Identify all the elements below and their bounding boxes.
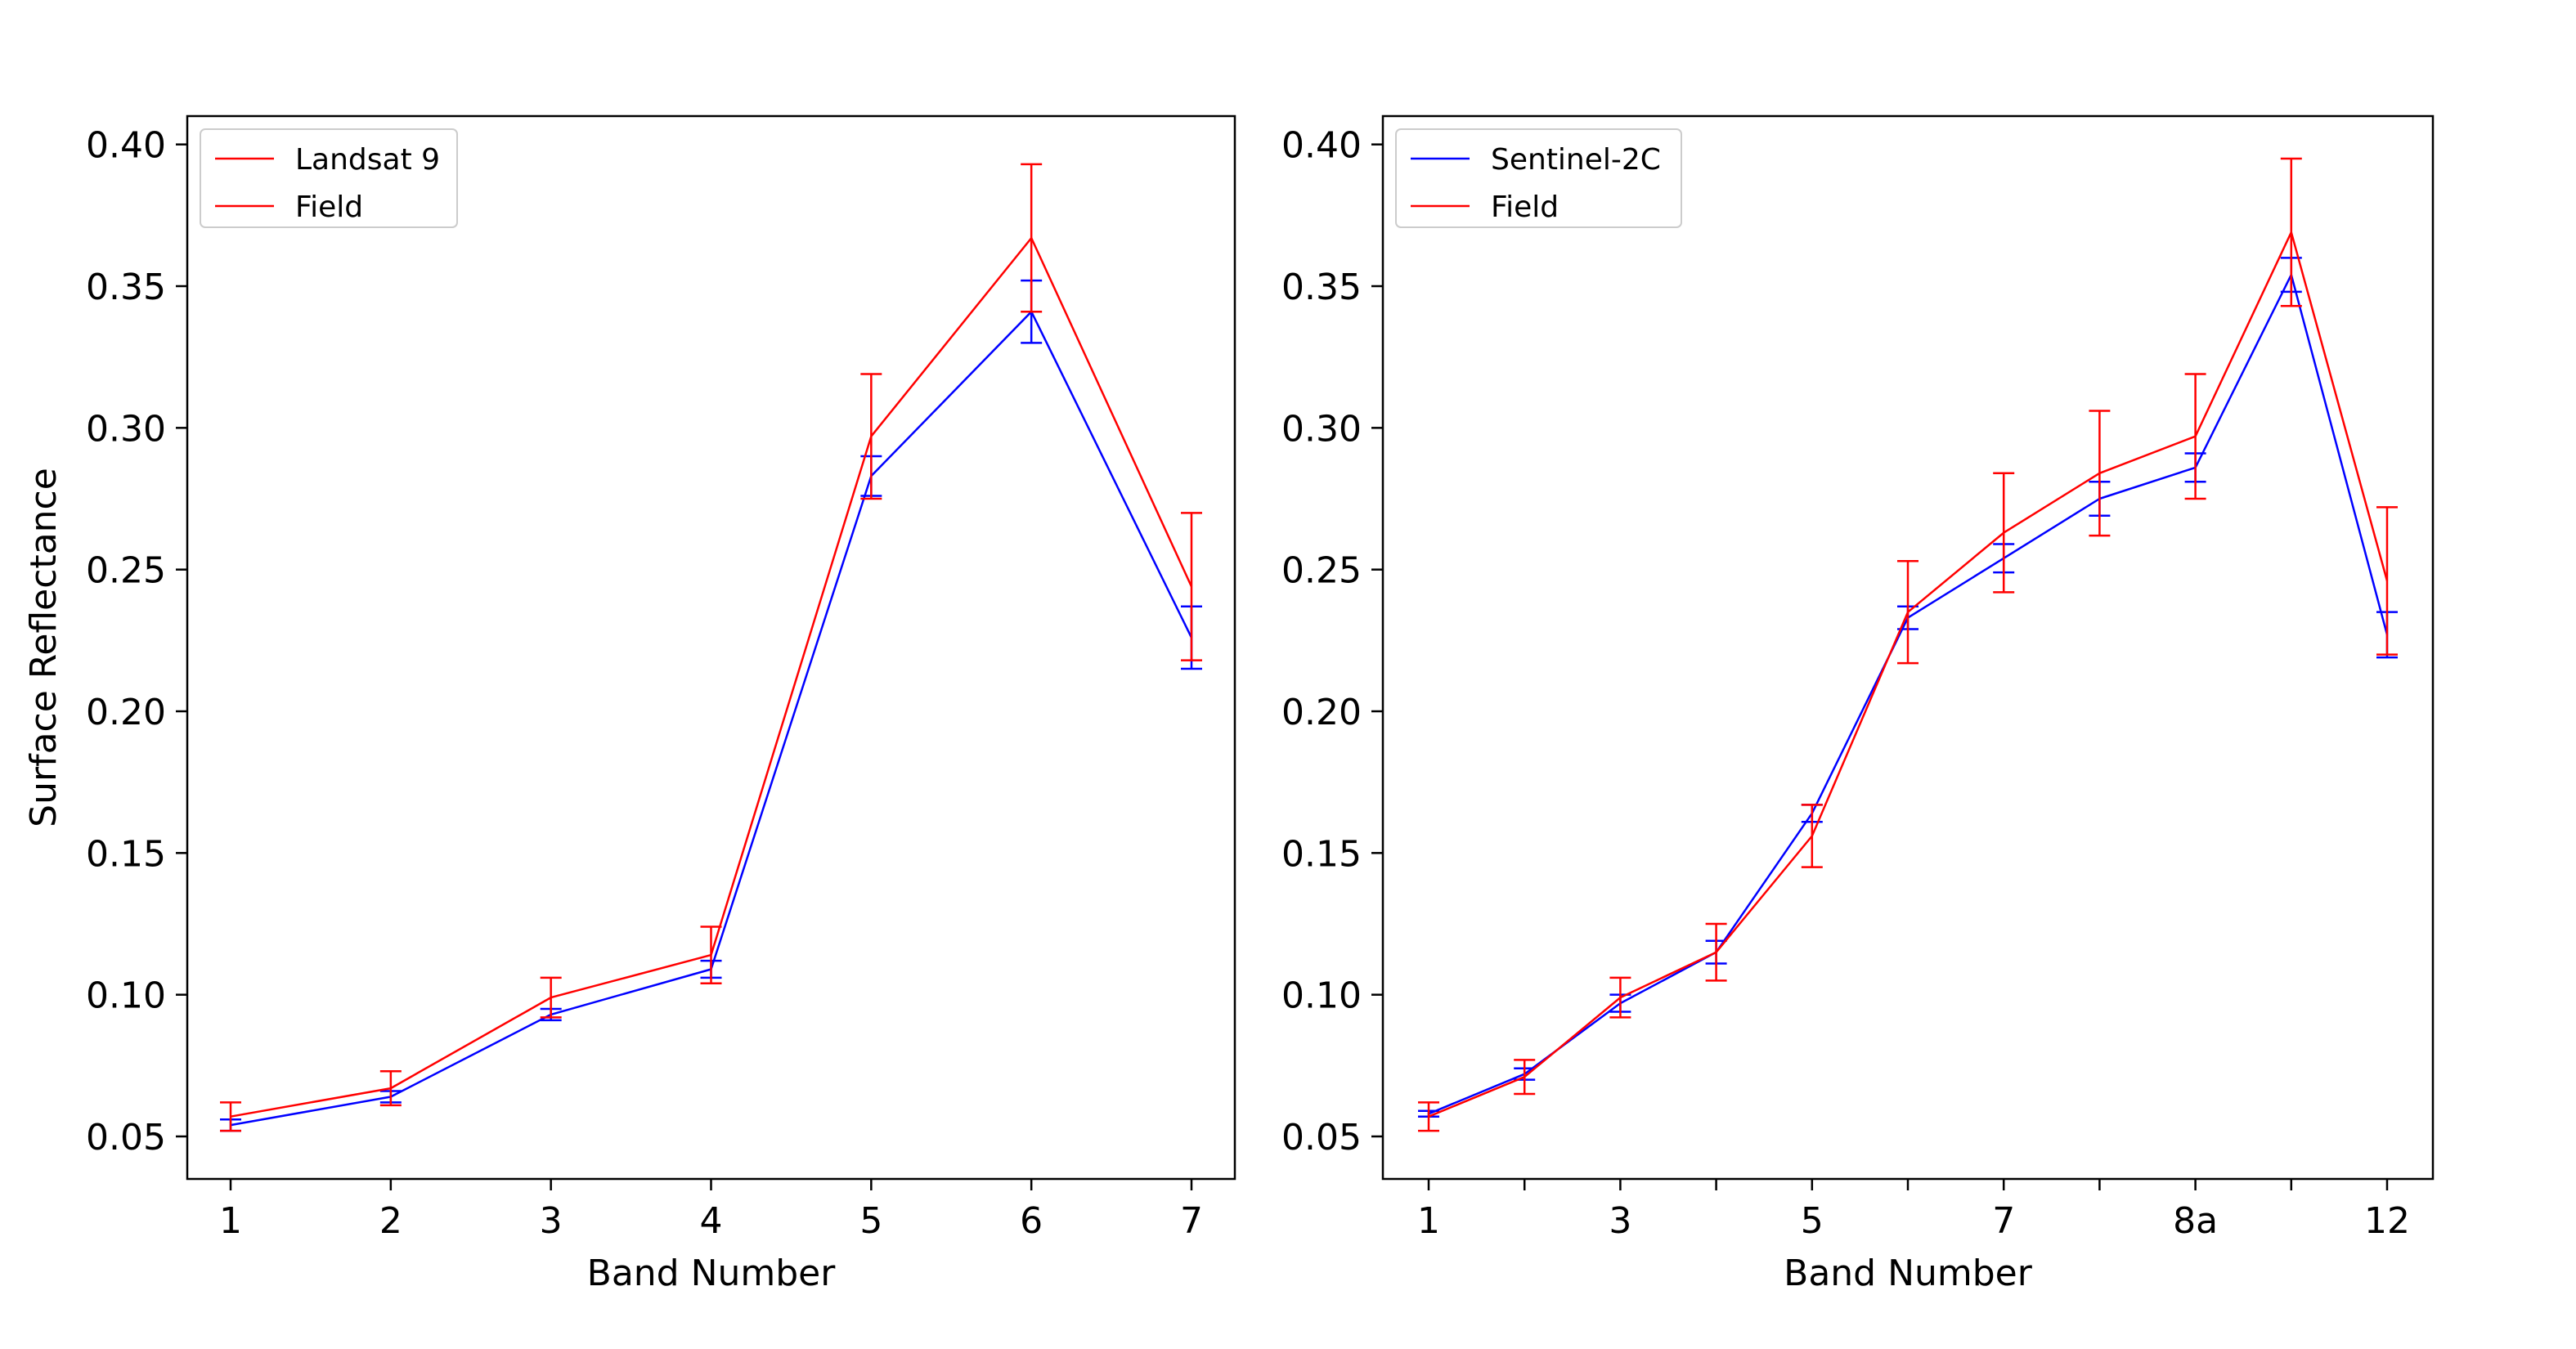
x-tick-label: 3 [1609,1200,1631,1242]
x-tick-label: 7 [1992,1200,2015,1242]
legend-label: Field [295,190,363,224]
x-tick-label: 7 [1180,1200,1203,1242]
x-tick-label: 3 [540,1200,563,1242]
series-field [220,163,1202,1132]
y-tick-label: 0.30 [86,408,166,450]
y-tick-label: 0.25 [86,550,166,592]
legend-label: Field [1491,190,1559,224]
right-panel: 0.05 0.10 0.15 0.20 0.25 0.30 0.35 0.40 1 3 5 7 8a 12… [1281,114,2435,1294]
y-tick-label: 0.20 [86,692,166,733]
x-tick-label: 5 [859,1200,882,1242]
left-panel: 0.05 0.10 0.15 0.20 0.25 0.30 0.35 0.40 1 2 3 4 5 6 7 B… [23,114,1236,1294]
x-tick-label: 2 [379,1200,402,1242]
y-tick-label: 0.15 [1281,833,1362,875]
legend: Landsat 9 Field [200,128,458,228]
x-tick-label: 1 [1417,1200,1440,1242]
y-tick-label: 0.20 [1281,692,1362,733]
y-tick-label: 0.35 [86,267,166,308]
legend: Sentinel-2C Field [1395,128,1682,228]
legend-box [200,128,458,228]
y-tick-label: 0.10 [86,975,166,1017]
y-tick-label: 0.40 [86,125,166,167]
series-field [1418,157,2398,1132]
x-tick-label: 8a [2173,1200,2218,1242]
legend-box [1395,128,1682,228]
legend-label: Sentinel-2C [1491,143,1661,177]
y-tick-label: 0.35 [1281,267,1362,308]
y-tick-label: 0.10 [1281,975,1362,1017]
x-tick-label: 12 [2364,1200,2410,1242]
x-tick-label: 5 [1801,1200,1824,1242]
y-tick-label: 0.40 [1281,125,1362,167]
y-tick-label: 0.30 [1281,408,1362,450]
legend-label: Landsat 9 [295,143,440,177]
x-tick-label: 6 [1020,1200,1043,1242]
y-tick-label: 0.25 [1281,550,1362,592]
y-tick-label: 0.05 [1281,1117,1362,1159]
x-tick-label: 1 [219,1200,242,1242]
x-axis-title: Band Number [1784,1253,2033,1294]
x-tick-label: 4 [700,1200,723,1242]
x-axis-title: Band Number [587,1253,837,1294]
y-tick-label: 0.05 [86,1117,166,1159]
y-axis-title: Surface Reflectance [23,468,65,827]
y-tick-label: 0.15 [86,833,166,875]
